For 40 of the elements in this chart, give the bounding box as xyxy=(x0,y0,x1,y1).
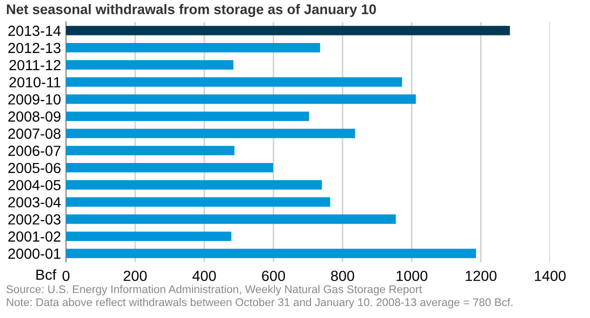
y-tick-label: 2010-11 xyxy=(9,77,60,88)
y-tick-label: 2000-01 xyxy=(8,248,60,259)
chart-title: Net seasonal withdrawals from storage as of January 10 xyxy=(6,4,376,18)
y-tick-label: 2006-07 xyxy=(8,146,60,156)
y-tick-label: 2009-10 xyxy=(8,94,61,105)
y-tick-label: 2013-14 xyxy=(8,26,61,36)
bar xyxy=(66,214,396,224)
bar xyxy=(66,26,510,36)
x-tick-label: 1200 xyxy=(466,270,497,282)
bar xyxy=(66,163,274,172)
bar xyxy=(66,197,330,207)
y-tick-label: 2002-03 xyxy=(8,214,61,225)
bar xyxy=(66,43,320,52)
x-tick-label: 1400 xyxy=(534,270,566,282)
y-tick-label: 2005-06 xyxy=(8,162,61,174)
bar xyxy=(66,94,416,104)
bar xyxy=(66,248,476,258)
bar xyxy=(66,112,310,121)
bar xyxy=(66,77,402,87)
x-tick-label: 600 xyxy=(262,270,286,282)
text: Note: Data above reflect withdrawals between October 31 and January 10. 2008-13 average = 780 Bcf. xyxy=(6,298,512,308)
bar xyxy=(66,146,234,156)
y-tick-label: 2004-05 xyxy=(8,180,61,190)
x-axis-title: Bcf xyxy=(36,269,56,280)
x-tick-label: 800 xyxy=(331,270,354,282)
source-note: Source: U.S. Energy Information Administration, Weekly Natural Gas Storage Report xyxy=(6,285,422,296)
y-tick-label: 2001-02 xyxy=(8,231,60,242)
x-tick-label: 200 xyxy=(124,270,147,282)
x-tick-label: 400 xyxy=(192,270,216,282)
x-tick-label: 1000 xyxy=(396,270,428,282)
y-tick-label: 2008-09 xyxy=(8,111,60,122)
y-tick-label: 2003-04 xyxy=(8,197,61,208)
y-tick-label: 2011-12 xyxy=(9,60,60,70)
x-tick-label: 0 xyxy=(62,270,70,282)
y-tick-label: 2012-13 xyxy=(8,42,61,54)
bar xyxy=(66,180,322,190)
bar xyxy=(66,60,234,70)
bar xyxy=(66,232,232,241)
y-tick-label: 2007-08 xyxy=(8,128,61,139)
bar xyxy=(66,128,356,138)
